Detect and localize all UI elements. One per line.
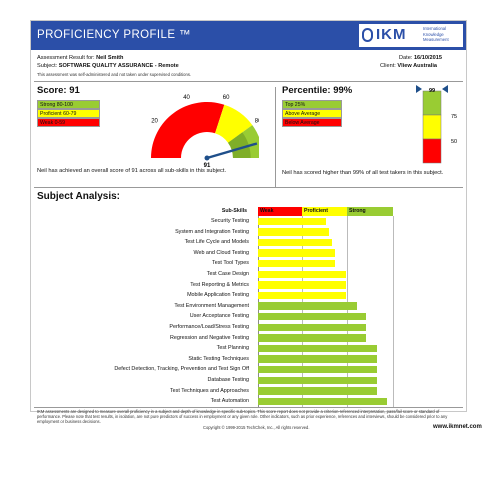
score-legend-proficient: Proficient 60-79: [37, 109, 100, 118]
strong-column-header: Strong: [347, 207, 393, 216]
sub-skill-bar: [258, 323, 366, 331]
percentile-description: Neil has scored higher than 99% of all t…: [282, 170, 444, 176]
divider: [34, 187, 463, 188]
score-description: Neil has achieved an overall score of 91…: [37, 168, 227, 174]
sub-skill-label: System and Integration Testing: [175, 228, 249, 235]
percentile-tick-75: 75: [451, 114, 457, 120]
sub-skill-label: Test Environment Management: [174, 302, 249, 309]
box-divider: [275, 87, 276, 187]
percentile-title: Percentile: 99%: [282, 85, 353, 96]
sub-skill-bar: [258, 228, 329, 236]
sub-skill-label: Test Automation: [210, 398, 249, 405]
report-title: PROFICIENCY PROFILE ™: [37, 29, 191, 41]
percentile-tick-99: 99: [429, 88, 435, 94]
sub-skill-label: Database Testing: [207, 377, 249, 383]
proficient-column-header: Proficient: [302, 207, 347, 216]
sub-skill-label: Test Techniques and Approaches: [169, 387, 249, 394]
report-page: PROFICIENCY PROFILE ™ IKM International …: [30, 20, 482, 430]
sub-skill-label: User Acceptance Testing: [189, 313, 249, 320]
sub-skill-bar: [258, 291, 346, 300]
sub-skill-label: Test Life Cycle and Models: [184, 239, 249, 246]
sub-skill-label: Mobile Application Testing: [187, 292, 249, 299]
sub-skill-bar: [258, 397, 388, 406]
percentile-marker-right-icon: [442, 85, 448, 93]
percentile-bar-top: [422, 90, 442, 116]
sub-skill-bar: [258, 387, 378, 395]
sub-skill-bar: [258, 355, 378, 363]
score-legend-weak: Weak 0-59: [37, 118, 100, 127]
ikm-logo-text: IKM: [376, 26, 407, 43]
assessment-result-line: Assessment Result for: Neil Smith: [37, 55, 124, 61]
divider: [34, 407, 463, 408]
sub-skill-label: Test Reporting & Metrics: [190, 281, 249, 288]
footer-disclaimer: IKM assessments are designed to measure …: [37, 409, 448, 425]
weak-column-header: Weak: [258, 207, 302, 216]
subject-name: SOFTWARE QUALITY ASSURANCE - Remote: [58, 63, 179, 69]
supervision-notice: This assessment was self-administered an…: [37, 72, 192, 77]
sub-skill-bar: [258, 334, 366, 342]
report-date: 16/10/2015: [413, 55, 442, 61]
sub-skill-label: Test Case Design: [206, 271, 249, 277]
sub-skill-bar: [258, 270, 346, 278]
sub-skill-label: Static Testing Techniques: [188, 355, 249, 362]
percentile-bar-above: [422, 114, 442, 140]
gauge-weak-arc: [151, 102, 225, 158]
gridline-max: [393, 216, 394, 407]
report-header: PROFICIENCY PROFILE ™ IKM International …: [31, 21, 466, 50]
score-gauge: 20 40 60 80 100 91: [151, 95, 259, 169]
sub-skill-bar: [258, 281, 346, 289]
gauge-tick-label: 20: [151, 118, 158, 124]
gauge-hub: [204, 155, 210, 161]
subject-analysis-title: Subject Analysis:: [37, 191, 120, 202]
percentile-legend-below: Below Average: [282, 118, 342, 127]
sub-skill-bar: [258, 344, 378, 353]
gauge-needle: [206, 142, 258, 160]
gauge-tick-label: 60: [223, 95, 230, 101]
sub-skill-bar: [258, 259, 335, 268]
client-name: Vliew Australia: [397, 63, 438, 69]
gauge-value-label: 91: [204, 163, 211, 169]
client-line: Client: Vliew Australia: [380, 63, 438, 69]
ikm-logo-subtext: International Knowledge Measurement: [423, 26, 449, 42]
footer-copyright: Copyright © 1999-2015 TechChek, Inc., Al…: [203, 425, 310, 430]
divider: [34, 81, 463, 82]
date-line: Date: 16/10/2015: [399, 55, 442, 61]
axis-line: [258, 216, 259, 407]
sub-skill-label: Web and Cloud Testing: [193, 249, 249, 256]
gauge-proficient-arc: [215, 104, 253, 143]
sub-skill-bar: [258, 376, 378, 384]
score-title: Score: 91: [37, 85, 80, 96]
percentile-tick-50: 50: [451, 139, 457, 145]
sub-skill-bar: [258, 302, 357, 310]
gauge-tick-label: 40: [183, 95, 190, 101]
sub-skill-bar: [258, 312, 366, 321]
sub-skill-bar: [258, 217, 326, 225]
ikm-logo: IKM International Knowledge Measurement: [359, 24, 463, 47]
sub-skill-label: Defect Detection, Tracking, Prevention a…: [114, 366, 249, 373]
percentile-legend-top: Top 25%: [282, 100, 342, 109]
sub-skill-bar: [258, 365, 378, 374]
gridline-strong: [347, 216, 348, 407]
sub-skills-header: Sub-Skills: [221, 208, 247, 214]
candidate-name: Neil Smith: [96, 55, 124, 61]
sub-skill-bar: [258, 249, 335, 257]
sub-skill-label: Test Planning: [216, 345, 249, 352]
sub-skill-bar: [258, 238, 333, 247]
percentile-bar: 99 75 50: [416, 85, 457, 164]
percentile-bar-below: [422, 138, 442, 164]
subject-line: Subject: SOFTWARE QUALITY ASSURANCE - Re…: [37, 63, 179, 69]
gauge-tick-label: 80: [255, 118, 259, 124]
percentile-marker-left-icon: [416, 85, 422, 93]
score-legend-strong: Strong 80-100: [37, 100, 100, 109]
footer-url: www.ikmnet.com: [433, 424, 482, 430]
ikm-logo-mark-icon: [362, 28, 373, 42]
percentile-legend-above: Above Average: [282, 109, 342, 118]
gridline-proficient: [302, 216, 303, 407]
sub-skill-label: Performance/Load/Stress Testing: [169, 324, 249, 330]
gauge-strong-inner-arc: [228, 132, 251, 158]
sub-skill-label: Regression and Negative Testing: [169, 334, 249, 341]
sub-skill-label: Security Testing: [211, 218, 249, 224]
sub-skill-label: Test Tool Types: [212, 260, 249, 267]
